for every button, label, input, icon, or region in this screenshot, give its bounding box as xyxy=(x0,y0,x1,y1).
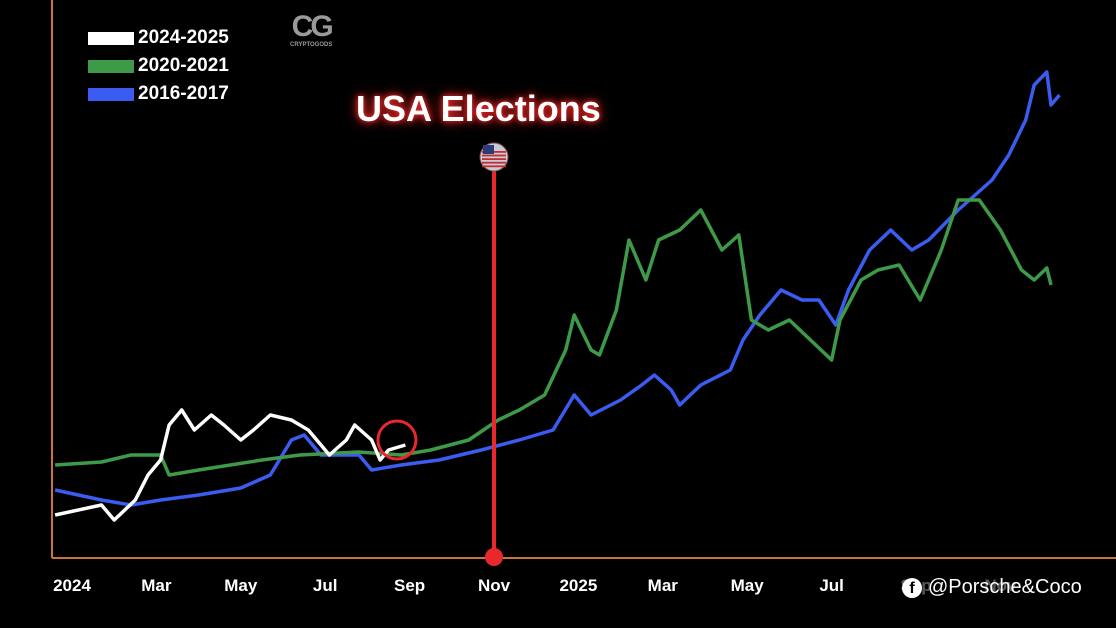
legend-label: 2024-2025 xyxy=(138,27,229,48)
x-tick-label: Sep xyxy=(394,576,426,595)
us-flag-stripe xyxy=(482,158,506,160)
x-tick-label: Nov xyxy=(477,576,511,595)
x-tick-label: May xyxy=(730,576,764,595)
series-line-2024-2025 xyxy=(54,408,406,522)
watermark: f @Porsche&Coco xyxy=(902,576,1082,599)
legend-item: 2020-2021 xyxy=(88,52,229,80)
series-line-2020-2021 xyxy=(54,198,1053,477)
x-tick-label: Nov xyxy=(984,576,1017,595)
legend-item: 2024-2025 xyxy=(88,24,229,52)
legend-label: 2016-2017 xyxy=(138,83,229,104)
chart-title: USA Elections xyxy=(356,88,601,129)
x-tick-label: Mar xyxy=(647,576,678,595)
legend-label: 2020-2021 xyxy=(138,55,229,76)
election-marker-dot xyxy=(485,548,503,566)
watermark-text: @Porsche&Coco xyxy=(928,576,1082,598)
logo-mark: CG xyxy=(291,10,334,43)
logo-name: CRYPTOGODS xyxy=(290,42,333,48)
x-tick-label: May xyxy=(224,576,258,595)
x-tick-label: 2024 xyxy=(53,576,91,595)
legend-swatch xyxy=(88,87,134,101)
x-tick-label: Jul xyxy=(312,576,338,595)
us-flag-stripe xyxy=(482,154,506,157)
current-position-circle xyxy=(376,419,418,461)
x-tick-label: Jul xyxy=(819,576,844,595)
legend: 2024-2025 2020-2021 2016-2017 xyxy=(88,24,229,108)
x-tick-label: Mar xyxy=(141,576,172,595)
legend-swatch xyxy=(88,31,134,45)
series-line-2016-2017 xyxy=(54,70,1061,507)
facebook-icon: f xyxy=(902,577,922,598)
legend-item: 2016-2017 xyxy=(88,80,229,108)
us-flag-stripe xyxy=(482,165,506,168)
cryptogods-logo: CG CRYPTOGODS xyxy=(290,10,334,49)
us-flag-canton xyxy=(483,145,494,154)
x-tick-label: 2025 xyxy=(559,576,598,595)
legend-swatch xyxy=(88,59,134,73)
us-flag-stripe xyxy=(482,161,506,164)
